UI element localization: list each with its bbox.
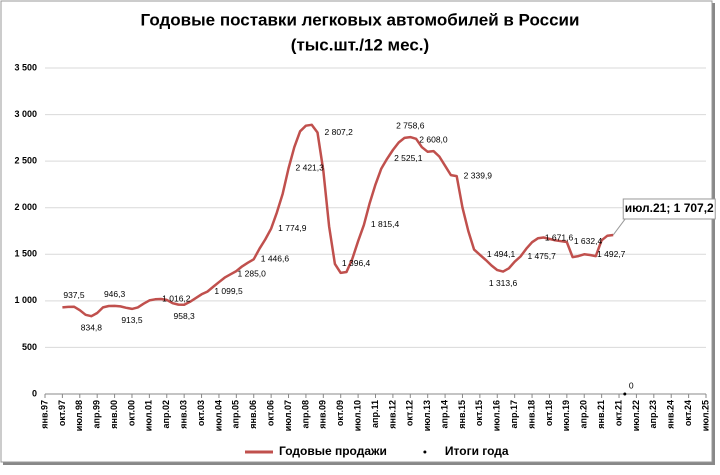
legend-label: Итоги года bbox=[445, 444, 509, 458]
value-label: 1 446,6 bbox=[261, 254, 290, 264]
x-tick-label: янв.12 bbox=[387, 400, 397, 429]
x-tick-label: июл.98 bbox=[74, 400, 84, 431]
x-tick-label: июл.10 bbox=[352, 400, 362, 431]
value-label: 1 632,4 bbox=[574, 236, 603, 246]
value-label: 1 774,9 bbox=[278, 223, 307, 233]
x-tick-label: окт.21 bbox=[613, 400, 623, 426]
value-label: 913,5 bbox=[121, 315, 143, 325]
callout-box bbox=[622, 198, 716, 220]
x-tick-label: апр.02 bbox=[161, 400, 171, 428]
value-label: 937,5 bbox=[63, 290, 85, 300]
x-tick-label: июл.22 bbox=[631, 400, 641, 431]
x-tick-label: апр.17 bbox=[509, 400, 519, 428]
x-tick-label: июл.04 bbox=[213, 400, 223, 431]
x-tick-label: окт.09 bbox=[335, 400, 345, 426]
value-label: 1 313,6 bbox=[489, 278, 518, 288]
value-label: 1 016,2 bbox=[162, 294, 191, 304]
value-label: 1 815,4 bbox=[371, 219, 400, 229]
x-tick-label: окт.12 bbox=[405, 400, 415, 426]
value-label: 1 494,1 bbox=[487, 249, 516, 259]
x-tick-label: апр.23 bbox=[648, 400, 658, 428]
value-label: июл.21; 1 707,2 bbox=[625, 201, 714, 215]
value-label: 834,8 bbox=[81, 322, 103, 332]
x-tick-label: янв.24 bbox=[666, 400, 676, 429]
legend-dot bbox=[423, 450, 427, 454]
frame bbox=[0, 0, 713, 463]
value-label: 2 339,9 bbox=[464, 170, 493, 180]
x-tick-label: апр.14 bbox=[439, 400, 449, 428]
x-tick-label: окт.97 bbox=[57, 400, 67, 426]
x-tick-label: янв.09 bbox=[318, 400, 328, 429]
x-tick-label: янв.03 bbox=[179, 400, 189, 429]
y-tick-label: 1 500 bbox=[14, 249, 37, 259]
x-tick-label: янв.15 bbox=[457, 400, 467, 429]
value-label: 1 671,6 bbox=[545, 233, 574, 243]
value-label: 958,3 bbox=[174, 311, 196, 321]
value-label: 1 475,7 bbox=[527, 251, 556, 261]
x-tick-label: янв.00 bbox=[109, 400, 119, 429]
value-label: 0 bbox=[629, 380, 634, 390]
y-tick-label: 2 000 bbox=[14, 202, 37, 212]
x-tick-label: янв.18 bbox=[526, 400, 536, 429]
value-label: 1 492,7 bbox=[597, 249, 626, 259]
value-label: 2 525,1 bbox=[394, 153, 423, 163]
x-tick-label: янв.97 bbox=[39, 400, 49, 429]
y-tick-label: 3 000 bbox=[14, 109, 37, 119]
x-tick-label: апр.08 bbox=[300, 400, 310, 428]
y-tick-label: 3 500 bbox=[14, 62, 37, 72]
legend-label: Годовые продажи bbox=[279, 444, 387, 458]
x-tick-label: июл.01 bbox=[144, 400, 154, 431]
x-tick-label: окт.00 bbox=[126, 400, 136, 426]
value-label: 1 396,4 bbox=[342, 258, 371, 268]
x-tick-label: июл.16 bbox=[492, 400, 502, 431]
x-tick-label: июл.25 bbox=[700, 400, 710, 431]
value-label: 946,3 bbox=[104, 289, 126, 299]
y-tick-label: 500 bbox=[22, 342, 37, 352]
x-tick-label: апр.20 bbox=[579, 400, 589, 428]
y-tick-label: 1 000 bbox=[14, 295, 37, 305]
x-tick-label: окт.06 bbox=[266, 400, 276, 426]
x-tick-label: апр.11 bbox=[370, 400, 380, 428]
value-label: 2 421,3 bbox=[296, 163, 325, 173]
y-tick-label: 0 bbox=[32, 388, 37, 398]
value-label: 1 099,5 bbox=[214, 286, 243, 296]
x-tick-label: окт.24 bbox=[683, 400, 693, 426]
x-tick-label: окт.15 bbox=[474, 400, 484, 426]
y-tick-label: 2 500 bbox=[14, 156, 37, 166]
chart-subtitle: (тыс.шт./12 мес.) bbox=[291, 35, 429, 54]
x-tick-label: окт.03 bbox=[196, 400, 206, 426]
chart-title: Годовые поставки легковых автомобилей в … bbox=[141, 10, 580, 29]
x-tick-label: янв.21 bbox=[596, 400, 606, 429]
x-tick-label: июл.13 bbox=[422, 400, 432, 431]
x-tick-label: апр.99 bbox=[92, 400, 102, 428]
value-label: 1 285,0 bbox=[238, 269, 267, 279]
x-tick-label: окт.18 bbox=[544, 400, 554, 426]
x-tick-label: янв.06 bbox=[248, 400, 258, 429]
value-label: 2 758,6 bbox=[396, 120, 425, 130]
callout-line bbox=[612, 218, 626, 236]
x-tick-label: июл.07 bbox=[283, 400, 293, 431]
line bbox=[62, 123, 614, 318]
value-label: 2 807,2 bbox=[325, 127, 354, 137]
dot bbox=[623, 392, 627, 396]
x-tick-label: июл.19 bbox=[561, 400, 571, 431]
value-label: 2 608,0 bbox=[419, 134, 448, 144]
x-tick-label: апр.05 bbox=[231, 400, 241, 428]
